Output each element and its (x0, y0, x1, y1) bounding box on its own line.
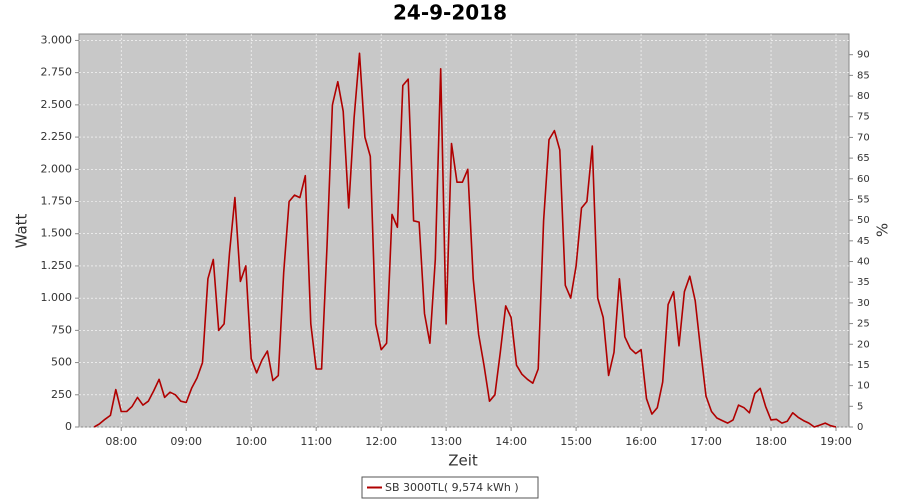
x-tick-label: 08:00 (105, 435, 137, 448)
y-tick-label: 1.000 (41, 291, 73, 304)
y2-tick-label: 35 (857, 277, 870, 288)
x-tick-label: 15:00 (560, 435, 592, 448)
x-tick-label: 13:00 (430, 435, 462, 448)
data-line (93, 52, 837, 428)
y-tick-label: 2.250 (41, 130, 73, 143)
y-tick-label: 500 (51, 356, 72, 369)
y-axis-label: Watt (13, 213, 31, 248)
y2-tick-label: 40 (857, 257, 870, 268)
y2-axis-label: % (874, 223, 892, 237)
y-tick-label: 1.500 (41, 227, 73, 240)
x-tick-label: 10:00 (235, 435, 267, 448)
y2-tick-label: 70 (857, 132, 870, 143)
y2-tick-label: 5 (857, 401, 863, 412)
y-tick-label: 1.750 (41, 195, 73, 208)
y-tick-label: 0 (65, 420, 72, 433)
y-tick-label: 1.250 (41, 259, 73, 272)
x-tick-label: 18:00 (755, 435, 787, 448)
y2-tick-label: 10 (857, 381, 870, 392)
y2-tick-label: 90 (857, 50, 870, 61)
legend-label: SB 3000TL( 9,574 kWh ) (385, 481, 519, 494)
plot-area (78, 33, 850, 428)
y2-tick-label: 80 (857, 91, 870, 102)
y2-tick-label: 0 (857, 422, 863, 433)
y-tick-label: 250 (51, 388, 72, 401)
y2-tick-label: 65 (857, 153, 870, 164)
y-tick-label: 750 (51, 323, 72, 336)
x-tick-label: 16:00 (625, 435, 657, 448)
y2-tick-label: 75 (857, 112, 870, 123)
x-axis-label: Zeit (448, 452, 478, 470)
y-tick-label: 3.000 (41, 33, 73, 46)
y2-tick-label: 55 (857, 194, 870, 205)
y2-tick-label: 50 (857, 215, 870, 226)
y-tick-label: 2.000 (41, 162, 73, 175)
y2-tick-label: 45 (857, 236, 870, 247)
x-tick-label: 09:00 (170, 435, 202, 448)
legend-box (361, 476, 539, 499)
x-tick-label: 19:00 (820, 435, 852, 448)
y2-tick-label: 15 (857, 360, 870, 371)
chart-title: 24-9-2018 (393, 1, 507, 25)
y-tick-label: 2.500 (41, 98, 73, 111)
y-tick-label: 2.750 (41, 66, 73, 79)
y2-tick-label: 60 (857, 174, 870, 185)
y2-tick-label: 20 (857, 339, 870, 350)
x-tick-label: 12:00 (365, 435, 397, 448)
x-tick-label: 14:00 (495, 435, 527, 448)
y2-tick-label: 85 (857, 70, 870, 81)
x-tick-label: 11:00 (300, 435, 332, 448)
y2-tick-label: 25 (857, 319, 870, 330)
x-tick-label: 17:00 (690, 435, 722, 448)
y2-tick-label: 30 (857, 298, 870, 309)
